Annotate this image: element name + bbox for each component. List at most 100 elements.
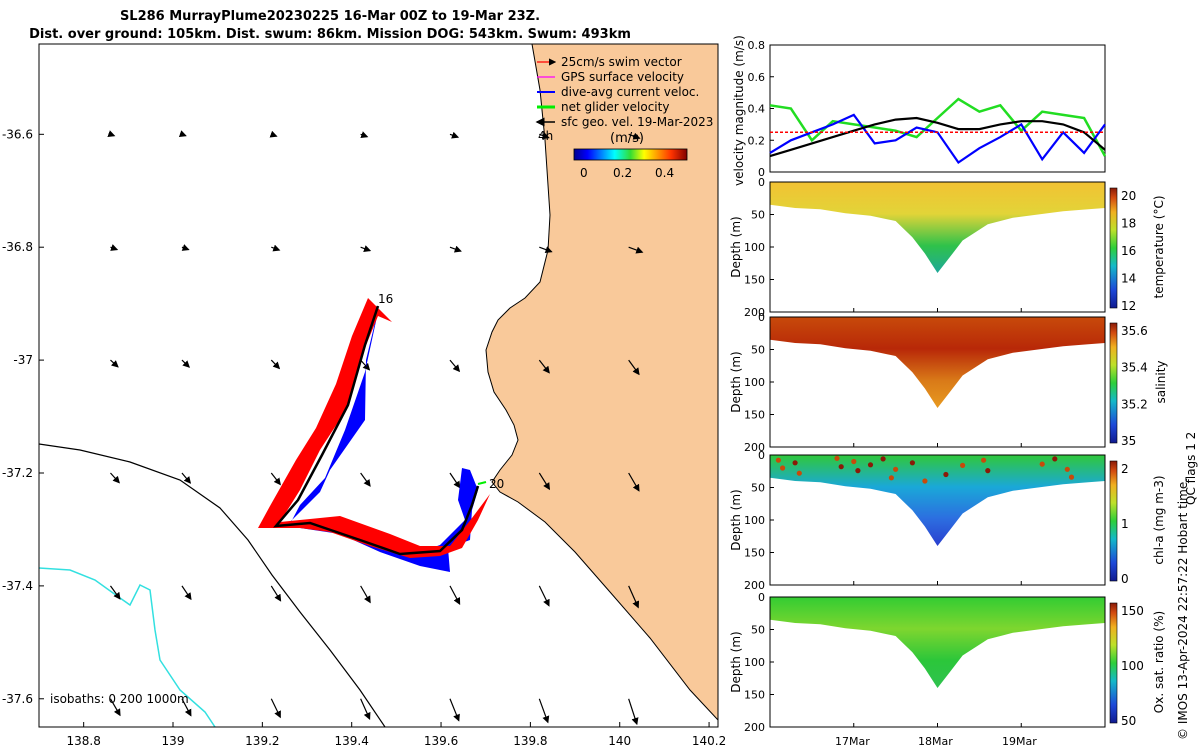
chla-sample-dot — [981, 457, 987, 463]
sfc-velocity-arrow — [181, 698, 192, 717]
sfc-velocity-arrow — [270, 698, 281, 719]
chla-ytick-label: 0 — [758, 449, 765, 462]
salinity-colorbar-tick: 35.2 — [1121, 397, 1148, 411]
velocity-ytick-label: 0.4 — [748, 103, 766, 116]
map-xtick-label: 139.4 — [335, 734, 369, 748]
temperature-ylabel: Depth (m) — [729, 216, 743, 277]
map-xtick-label: 139.8 — [513, 734, 547, 748]
temperature-panel: 0 50 100 150 200 Depth (m) 12 14 16 18 20 temperatu… — [729, 176, 1166, 319]
sfc-velocity-arrow — [107, 130, 116, 138]
chla-sample-dot — [834, 455, 840, 461]
sfc-velocity-arrow — [109, 585, 121, 600]
colorbar-tick-0.2: 0.2 — [613, 166, 632, 180]
velocity-y-axis: 0 0.2 0.4 0.6 0.8 — [748, 39, 774, 179]
temperature-ytick-label: 100 — [744, 241, 765, 254]
map-xtick-label: 140 — [608, 734, 631, 748]
temperature-colorbar-tick: 14 — [1121, 272, 1136, 286]
sfc-velocity-arrow — [628, 698, 639, 726]
speed-colorbar — [573, 148, 688, 161]
sfc-velocity-arrow — [538, 585, 550, 607]
chla-colorbar-tick: 1 — [1121, 517, 1129, 531]
time-tick-19mar: 19Mar — [1002, 735, 1037, 748]
isobaths-label: isobaths: 0 200 1000m — [50, 692, 189, 706]
chla-sample-dot — [1068, 474, 1075, 480]
oxygen-panel: 0 50 100 150 200 Depth (m) 50 100 150 Ox. sat. ra… — [729, 591, 1166, 734]
sfc-velocity-arrow — [449, 245, 462, 253]
map-y-axis: -36.6 -36.8 -37 -37.2 -37.4 -37.6 — [2, 127, 44, 706]
chla-sample-dot — [1064, 466, 1070, 472]
chla-ytick-label: 50 — [751, 482, 765, 495]
sfc-velocity-arrow — [270, 359, 281, 370]
chla-sample-dot — [796, 470, 802, 476]
legend-item-sfc-geo: sfc geo. vel. 19-Mar-2023 — [535, 115, 713, 129]
map-ytick-label: -37 — [13, 353, 33, 367]
chla-ytick-label: 100 — [744, 514, 765, 527]
legend-item-dive-avg: dive-avg current veloc. — [537, 85, 699, 99]
map-xtick-label: 139 — [162, 734, 185, 748]
sfc-velocity-arrow — [628, 585, 640, 609]
legend-item-gps-velocity: GPS surface velocity — [537, 70, 684, 84]
map-ytick-label: -37.6 — [2, 692, 33, 706]
map-legend: 25cm/s swim vector GPS surface velocity … — [535, 55, 713, 180]
sfc-velocity-arrow — [181, 359, 191, 368]
oxygen-ytick-label: 0 — [758, 591, 765, 604]
chla-ylabel: Depth (m) — [729, 489, 743, 550]
map-ytick-label: -37.4 — [2, 579, 33, 593]
credit-label: © IMOS 13-Apr-2024 22:57:22 Hobart time. — [1176, 477, 1190, 740]
salinity-ytick-label: 0 — [758, 311, 765, 324]
chla-colorbar-tick: 2 — [1121, 462, 1129, 476]
land-coastline — [485, 44, 718, 721]
map-xtick-label: 139.2 — [245, 734, 279, 748]
isobath-1000m — [39, 567, 216, 727]
track-start-day-label: 16 — [378, 292, 393, 306]
sfc-velocity-arrow — [269, 130, 278, 138]
chla-sample-dot — [880, 456, 886, 462]
temperature-colorbar-tick: 18 — [1121, 217, 1136, 231]
glider-track-line — [273, 305, 480, 556]
oxygen-ytick-label: 150 — [744, 689, 765, 702]
salinity-ytick-label: 100 — [744, 376, 765, 389]
legend-label-dive-avg: dive-avg current veloc. — [561, 85, 699, 99]
sfc-velocity-arrow — [360, 698, 371, 720]
sfc-velocity-arrow — [360, 131, 369, 139]
sfc-velocity-arrow — [360, 359, 371, 371]
salinity-ytick-label: 200 — [744, 441, 765, 454]
time-series-panels: 0 0.2 0.4 0.6 0.8 velocity magnitude (m/s) 0… — [729, 35, 1198, 748]
track-end-day-label: 20 — [489, 477, 504, 491]
map-x-axis: 138.8 139 139.2 139.4 139.6 139.8 140 140.2 — [66, 722, 726, 748]
oxygen-ytick-label: 200 — [744, 721, 765, 734]
salinity-colorbar-tick: 35.4 — [1121, 361, 1148, 375]
velocity-ytick-label: 0.6 — [748, 71, 766, 84]
swim-vector-track — [258, 298, 490, 558]
salinity-section-fill — [770, 317, 1105, 408]
sfc-velocity-arrow — [181, 472, 192, 484]
salinity-panel: 0 50 100 150 200 Depth (m) 35 35.2 35.4 35.6 salin… — [729, 311, 1168, 454]
velocity-ylabel: velocity magnitude (m/s) — [732, 35, 746, 186]
sfc-velocity-arrow — [110, 472, 120, 484]
oxygen-colorbar-tick: 150 — [1121, 604, 1144, 618]
map-xtick-label: 139.6 — [424, 734, 458, 748]
sfc-velocity-arrow — [270, 472, 281, 486]
chla-ytick-label: 150 — [744, 547, 765, 560]
chla-sample-dot — [909, 460, 916, 466]
temperature-ytick-label: 200 — [744, 306, 765, 319]
time-axis: 17Mar 18Mar 19Mar — [835, 735, 1037, 748]
map-xtick-label: 138.8 — [66, 734, 100, 748]
time-tick-17mar: 17Mar — [835, 735, 870, 748]
temperature-colorbar — [1109, 187, 1118, 309]
qc-flags-label: QC flags 1 2 — [1184, 432, 1198, 505]
legend-label-gps: GPS surface velocity — [561, 70, 684, 84]
chla-sample-dot — [985, 468, 991, 474]
colorbar-tick-0.4: 0.4 — [655, 166, 674, 180]
sfc-velocity-arrow — [539, 246, 553, 253]
salinity-colorbar — [1109, 322, 1118, 444]
sfc-velocity-arrow — [181, 585, 192, 601]
chla-ytick-label: 200 — [744, 579, 765, 592]
oxygen-section-fill — [770, 597, 1105, 688]
time-tick-18mar: 18Mar — [918, 735, 953, 748]
salinity-ytick-label: 50 — [751, 344, 765, 357]
sfc-velocity-arrow — [628, 132, 641, 140]
sfc-velocity-arrow — [628, 246, 644, 254]
time-step-label: 4h — [538, 129, 553, 143]
